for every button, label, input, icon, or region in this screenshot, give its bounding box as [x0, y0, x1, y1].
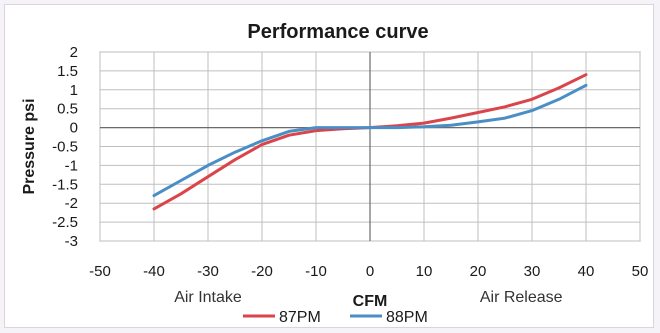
y-tick-label: -2: [65, 195, 78, 212]
series-line-88pm: [152, 83, 588, 198]
x-tick-label: 40: [578, 263, 595, 280]
y-tick-label: 0: [70, 120, 78, 137]
air-release-label: Air Release: [480, 289, 563, 306]
y-tick-label: -1.5: [52, 176, 78, 193]
x-tick-label: -10: [305, 263, 327, 280]
x-tick-label: 50: [632, 263, 649, 280]
y-tick-label: 1: [70, 82, 78, 99]
legend: 87PM 88PM: [243, 309, 428, 326]
x-tick-label: -30: [197, 263, 219, 280]
x-tick-label: 30: [524, 263, 541, 280]
y-tick-label: 1.5: [57, 63, 78, 80]
air-intake-label: Air Intake: [174, 289, 242, 306]
legend-label-87pm: 87PM: [279, 309, 321, 326]
y-tick-label: -3: [65, 233, 78, 250]
x-tick-label: -20: [251, 263, 273, 280]
legend-label-88pm: 88PM: [386, 309, 428, 326]
x-axis-title: CFM: [353, 293, 388, 310]
y-tick-label: -2.5: [52, 214, 78, 231]
tick-labels: -50 -40 -30 -20 -10 0 10 20 30 40 5021.510.50-0.5-…: [52, 44, 648, 280]
y-tick-label: -0.5: [52, 139, 78, 156]
x-tick-label: -50: [89, 263, 111, 280]
x-tick-label: 20: [470, 263, 487, 280]
x-tick-label: 10: [416, 263, 433, 280]
series-layer: [152, 73, 588, 211]
y-tick-label: 0.5: [57, 101, 78, 118]
chart-title: Performance curve: [247, 21, 428, 43]
y-tick-label: 2: [70, 44, 78, 61]
x-tick-label: 0: [366, 263, 374, 280]
x-tick-label: -40: [143, 263, 165, 280]
y-tick-label: -1: [65, 157, 78, 174]
y-axis-title: Pressure psi: [21, 98, 38, 194]
